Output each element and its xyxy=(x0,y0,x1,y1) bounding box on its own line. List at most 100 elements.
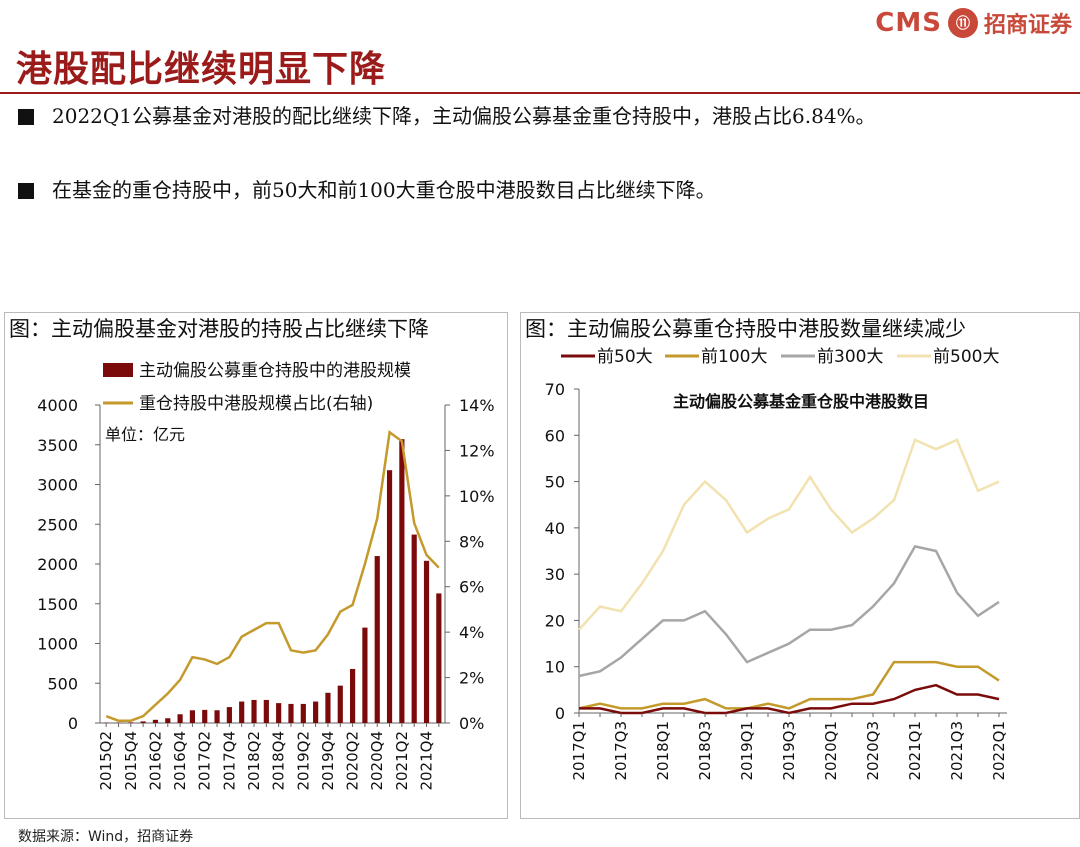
legend-label-3: 前300大 xyxy=(817,347,883,367)
unit-label: 单位：亿元 xyxy=(105,425,185,444)
x-tick-label: 2016Q2 xyxy=(146,731,164,791)
data-source-note: 数据来源：Wind，招商证券 xyxy=(18,829,194,845)
left-y-tick-label: 1000 xyxy=(37,635,78,654)
legend-line-label: 重仓持股中港股规模占比(右轴) xyxy=(139,394,373,414)
left-y-tick-label: 2500 xyxy=(37,515,78,534)
x-tick-label: 2017Q2 xyxy=(196,731,214,791)
x-tick-label: 2017Q4 xyxy=(220,731,238,791)
right-chart-title: 图：主动偏股公募重仓持股中港股数量继续减少 xyxy=(525,317,966,341)
right-y-tick-label: 6% xyxy=(459,578,484,597)
bar-2017Q1 xyxy=(189,710,195,723)
left-chart-title: 图：主动偏股基金对港股的持股占比继续下降 xyxy=(9,317,429,341)
bar-2019Q3 xyxy=(313,701,319,723)
x-tick-label: 2020Q3 xyxy=(864,721,882,781)
y-tick-label: 20 xyxy=(545,611,565,630)
x-tick-label: 2018Q1 xyxy=(654,721,672,781)
x-tick-label: 2019Q4 xyxy=(319,731,337,791)
left-y-tick-label: 4000 xyxy=(37,396,78,415)
bullet-point-2: 在基金的重仓持股中，前50大和前100大重仓股中港股数目占比继续下降。 xyxy=(14,174,1054,207)
series-line-4 xyxy=(578,438,1000,631)
x-tick-label: 2021Q4 xyxy=(418,731,436,791)
right-y-tick-label: 4% xyxy=(459,623,484,642)
x-tick-label: 2020Q2 xyxy=(344,731,362,791)
x-tick-label: 2022Q1 xyxy=(990,721,1008,781)
bar-2016Q4 xyxy=(177,714,183,723)
x-tick-label: 2018Q3 xyxy=(696,721,714,781)
x-tick-label: 2019Q3 xyxy=(780,721,798,781)
bar-2017Q3 xyxy=(214,710,220,723)
bar-2018Q3 xyxy=(263,699,269,723)
right-chart-panel: 图：主动偏股公募重仓持股中港股数量继续减少 前50大 前100大 前300大 前500… xyxy=(520,312,1080,819)
left-y-tick-label: 2000 xyxy=(37,555,78,574)
legend-label-2: 前100大 xyxy=(701,347,767,367)
bar-2021Q1 xyxy=(386,470,393,723)
bar-2016Q1 xyxy=(140,721,146,723)
right-y-tick-label: 10% xyxy=(459,487,495,506)
bar-2017Q4 xyxy=(226,707,232,723)
left-y-tick-label: 500 xyxy=(47,674,78,693)
left-chart-panel: 图：主动偏股基金对港股的持股占比继续下降 主动偏股公募重仓持股中的港股规模 重仓持… xyxy=(4,312,508,819)
legend-bar-swatch xyxy=(103,363,133,377)
bar-2017Q2 xyxy=(202,709,208,723)
share-line xyxy=(105,430,440,722)
x-tick-label: 2015Q2 xyxy=(97,731,115,791)
x-tick-label: 2018Q4 xyxy=(270,731,288,791)
x-tick-label: 2019Q2 xyxy=(294,731,312,791)
logo-cms-text: CMS xyxy=(875,8,942,38)
y-tick-label: 40 xyxy=(545,519,565,538)
bar-2016Q3 xyxy=(165,718,171,723)
x-tick-label: 2021Q3 xyxy=(948,721,966,781)
brand-logo: CMS ⑪ 招商证券 xyxy=(875,4,1072,42)
legend-label-1: 前50大 xyxy=(597,347,653,367)
y-tick-label: 50 xyxy=(545,473,565,492)
bar-2016Q2 xyxy=(152,719,159,723)
x-tick-label: 2015Q4 xyxy=(122,731,140,791)
left-y-tick-label: 3500 xyxy=(37,436,78,455)
bar-2020Q3 xyxy=(362,627,368,723)
x-tick-label: 2017Q3 xyxy=(612,721,630,781)
left-y-tick-label: 3000 xyxy=(37,476,78,495)
x-tick-label: 2021Q1 xyxy=(906,721,924,781)
bar-2018Q1 xyxy=(239,701,245,723)
legend-label-4: 前500大 xyxy=(933,347,999,367)
y-tick-label: 30 xyxy=(545,565,565,584)
y-tick-label: 70 xyxy=(545,380,565,399)
bar-2018Q4 xyxy=(276,703,282,723)
right-y-tick-label: 12% xyxy=(459,441,495,460)
inner-chart-title: 主动偏股公募基金重仓股中港股数目 xyxy=(673,392,929,411)
bar-2015Q4 xyxy=(128,722,134,723)
logo-seal-icon: ⑪ xyxy=(947,8,978,38)
x-tick-label: 2018Q2 xyxy=(245,731,263,791)
right-y-tick-label: 8% xyxy=(459,532,484,551)
bar-2018Q2 xyxy=(251,699,257,723)
x-tick-label: 2020Q1 xyxy=(822,721,840,781)
y-tick-label: 0 xyxy=(555,704,565,723)
bullet-text-2: 在基金的重仓持股中，前50大和前100大重仓股中港股数目占比继续下降。 xyxy=(52,178,716,202)
x-tick-label: 2021Q2 xyxy=(393,731,411,791)
x-tick-label: 2019Q1 xyxy=(738,721,756,781)
right-y-tick-label: 0% xyxy=(459,714,484,733)
bar-2021Q4 xyxy=(423,560,430,723)
bar-2021Q2 xyxy=(399,439,405,723)
left-y-tick-label: 1500 xyxy=(37,595,78,614)
x-tick-label: 2017Q1 xyxy=(570,721,588,781)
bar-2020Q2 xyxy=(350,668,356,723)
x-tick-label: 2016Q4 xyxy=(171,731,189,791)
bullet-square-icon xyxy=(18,183,34,199)
bar-2019Q2 xyxy=(300,703,306,723)
bullet-point-1: 2022Q1公募基金对港股的配比继续下降，主动偏股公募基金重仓持股中，港股占比6… xyxy=(14,100,1054,133)
right-y-tick-label: 14% xyxy=(459,396,495,415)
series-line-3 xyxy=(578,544,1000,678)
bullet-text-1: 2022Q1公募基金对港股的配比继续下降，主动偏股公募基金重仓持股中，港股占比6… xyxy=(52,104,876,128)
right-y-tick-label: 2% xyxy=(459,669,484,688)
bar-2019Q4 xyxy=(325,692,331,723)
bar-2020Q1 xyxy=(337,685,343,723)
bar-2019Q1 xyxy=(288,703,294,723)
series-line-2 xyxy=(578,660,1000,710)
y-tick-label: 10 xyxy=(545,658,565,677)
bar-2022Q1 xyxy=(436,593,442,723)
page-title: 港股配比继续明显下降 xyxy=(16,48,387,90)
logo-company-name: 招商证券 xyxy=(983,12,1072,38)
